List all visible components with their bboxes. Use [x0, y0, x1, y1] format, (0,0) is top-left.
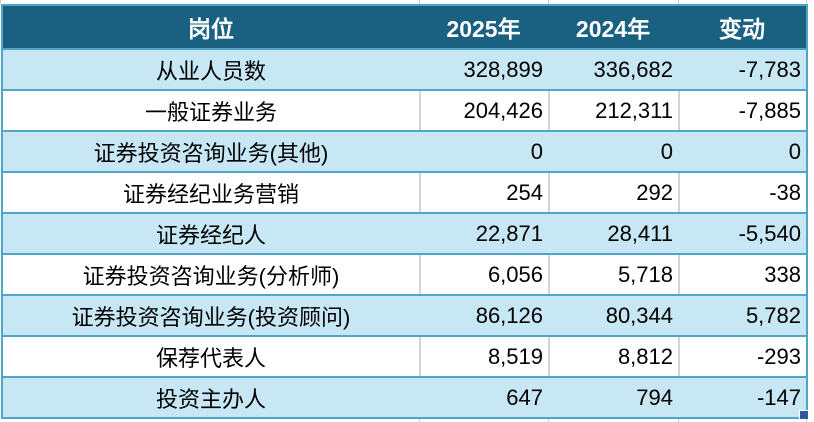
change-cell[interactable]: 338 — [678, 255, 806, 294]
change-cell[interactable]: -5,540 — [738, 220, 801, 246]
table-row: 从业人员数 328,899 336,682 -7,783 — [3, 48, 806, 89]
table-row: 证券投资咨询业务(分析师) 6,056 5,718 338 — [3, 253, 806, 294]
table-row: 证券投资咨询业务(投资顾问) 86,126 80,344 5,782 — [3, 294, 806, 335]
change-cell[interactable]: -293 — [678, 337, 806, 376]
value-2024-cell[interactable]: 794 — [636, 384, 673, 410]
value-2025-cell[interactable]: 204,426 — [419, 91, 548, 130]
value-2024-cell[interactable]: 5,718 — [548, 255, 678, 294]
position-cell[interactable]: 投资主办人 — [155, 386, 266, 412]
gridline — [806, 417, 807, 422]
table-row: 保荐代表人 8,519 8,812 -293 — [3, 335, 806, 376]
gridline — [0, 0, 1, 4]
position-cell[interactable]: 证券投资咨询业务(其他) — [93, 140, 329, 166]
value-2024-cell[interactable]: 292 — [548, 173, 678, 212]
position-cell[interactable]: 证券经纪业务营销 — [122, 181, 299, 207]
change-cell[interactable]: -7,885 — [678, 91, 806, 130]
table-row: 证券经纪业务营销 254 292 -38 — [3, 171, 806, 212]
header-cell-2025[interactable]: 2025年 — [446, 16, 521, 42]
gridline — [548, 0, 549, 4]
gridline — [678, 0, 679, 4]
value-2024-cell[interactable]: 8,812 — [548, 337, 678, 376]
change-cell[interactable]: 5,782 — [745, 302, 801, 328]
value-2025-cell[interactable]: 22,871 — [475, 220, 543, 246]
gridline — [548, 417, 549, 422]
value-2025-cell[interactable]: 328,899 — [463, 56, 543, 82]
table-row: 证券经纪人 22,871 28,411 -5,540 — [3, 212, 806, 253]
value-2024-cell[interactable]: 336,682 — [593, 56, 673, 82]
header-row: 岗位 2025年 2024年 变动 — [3, 6, 806, 48]
position-cell[interactable]: 证券投资咨询业务(分析师) — [82, 263, 340, 289]
gridline — [806, 0, 807, 4]
value-2025-cell[interactable]: 8,519 — [419, 337, 548, 376]
value-2025-cell[interactable]: 86,126 — [475, 302, 543, 328]
gridline — [419, 417, 420, 422]
change-cell[interactable]: 0 — [788, 138, 801, 164]
value-2024-cell[interactable]: 28,411 — [607, 220, 673, 246]
table-body: 从业人员数 328,899 336,682 -7,783 一般证券业务 204,426 21… — [3, 48, 806, 417]
value-2025-cell[interactable]: 254 — [419, 173, 548, 212]
value-2025-cell[interactable]: 647 — [506, 384, 543, 410]
header-cell-2024[interactable]: 2024年 — [575, 16, 651, 42]
change-cell[interactable]: -38 — [678, 173, 806, 212]
table-row: 投资主办人 647 794 -147 — [3, 376, 806, 417]
value-2025-cell[interactable]: 6,056 — [419, 255, 548, 294]
table-row: 证券投资咨询业务(其他) 0 0 0 — [3, 130, 806, 171]
positions-table: 岗位 2025年 2024年 变动 从业人员数 328,899 336,682 -7,… — [1, 4, 808, 419]
header-cell-position[interactable]: 岗位 — [188, 16, 234, 42]
position-cell[interactable]: 证券经纪人 — [155, 222, 266, 248]
position-cell[interactable]: 一般证券业务 — [144, 99, 277, 125]
position-cell[interactable]: 从业人员数 — [155, 58, 266, 84]
value-2024-cell[interactable]: 80,344 — [605, 302, 673, 328]
gridline — [678, 417, 679, 422]
value-2024-cell[interactable]: 212,311 — [548, 91, 678, 130]
position-cell[interactable]: 保荐代表人 — [155, 345, 266, 371]
table-row: 一般证券业务 204,426 212,311 -7,885 — [3, 89, 806, 130]
value-2024-cell[interactable]: 0 — [660, 138, 673, 164]
change-cell[interactable]: -7,783 — [738, 56, 801, 82]
value-2025-cell[interactable]: 0 — [530, 138, 543, 164]
position-cell[interactable]: 证券投资咨询业务(投资顾问) — [71, 304, 351, 330]
fill-handle[interactable] — [799, 410, 808, 419]
change-cell[interactable]: -147 — [756, 384, 801, 410]
header-cell-change[interactable]: 变动 — [719, 16, 765, 42]
gridline — [419, 0, 420, 4]
